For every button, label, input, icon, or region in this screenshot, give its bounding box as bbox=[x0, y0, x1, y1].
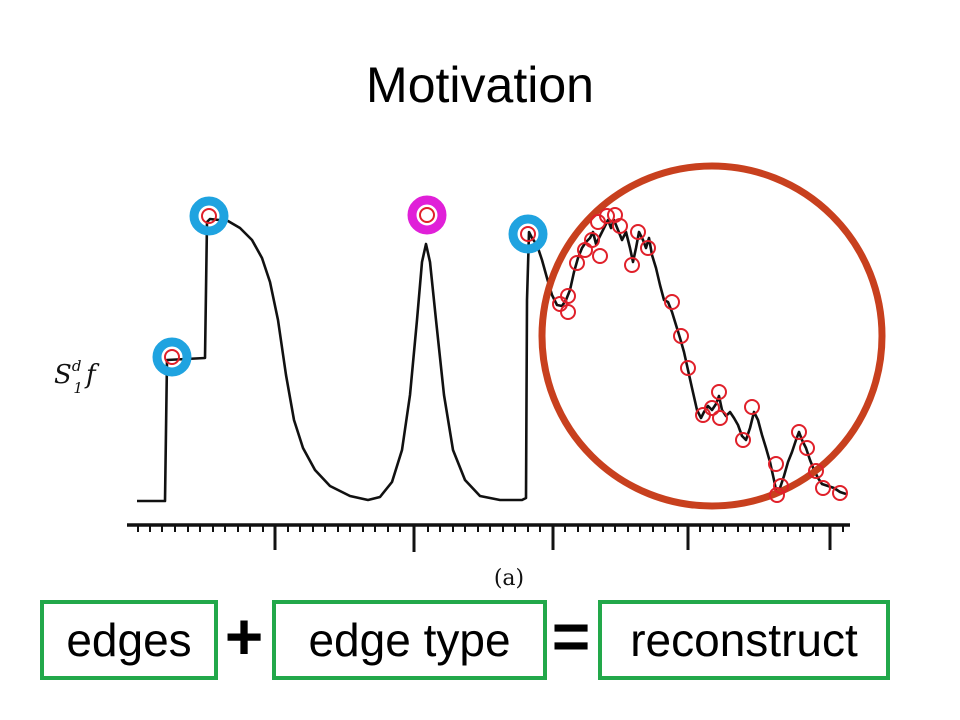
edge-marker bbox=[711, 384, 727, 400]
edge-marker bbox=[791, 424, 807, 440]
reconstruct-box: reconstruct bbox=[598, 600, 890, 680]
signal-figure: Sd 1 f (a) bbox=[54, 162, 886, 591]
edge-marker bbox=[569, 255, 585, 271]
edge-highlight-magenta bbox=[407, 195, 447, 235]
edges-box: edges bbox=[40, 600, 218, 680]
edge-marker bbox=[599, 208, 615, 224]
edge-marker bbox=[164, 349, 180, 365]
reconstruct-label: reconstruct bbox=[630, 614, 858, 666]
noise-region-circle bbox=[538, 162, 886, 510]
edge-marker bbox=[560, 304, 576, 320]
edge-marker bbox=[592, 248, 608, 264]
edge-marker bbox=[630, 224, 646, 240]
edge-marker bbox=[773, 478, 789, 494]
edge-type-box: edge type bbox=[272, 600, 547, 680]
edge-marker bbox=[560, 288, 576, 304]
plus-operator: + bbox=[224, 599, 264, 673]
edge-marker bbox=[673, 328, 689, 344]
edge-highlight-blue bbox=[508, 214, 548, 254]
edge-marker bbox=[769, 487, 785, 503]
signal-curve bbox=[137, 217, 847, 503]
edge-marker bbox=[584, 232, 600, 248]
equals-operator: = bbox=[551, 599, 591, 673]
edge-marker bbox=[712, 410, 728, 426]
edge-marker bbox=[808, 463, 824, 479]
edge-marker bbox=[520, 226, 536, 242]
edges-label: edges bbox=[66, 614, 192, 666]
edge-marker bbox=[768, 456, 784, 472]
y-axis-label: Sd 1 f bbox=[54, 357, 100, 397]
edge-highlight-blue bbox=[152, 337, 192, 377]
edge-marker bbox=[640, 240, 656, 256]
edge-marker bbox=[799, 440, 815, 456]
edge-marker bbox=[680, 360, 696, 376]
edge-marker bbox=[552, 296, 568, 312]
edge-marker bbox=[201, 208, 217, 224]
edge-marker bbox=[815, 480, 831, 496]
edge-marker bbox=[612, 218, 628, 234]
edge-marker bbox=[735, 432, 751, 448]
x-axis bbox=[127, 523, 850, 552]
edge-marker bbox=[704, 400, 720, 416]
edge-marker bbox=[664, 294, 680, 310]
edge-marker bbox=[744, 399, 760, 415]
edge-marker bbox=[832, 485, 848, 501]
edge-marker bbox=[624, 257, 640, 273]
slide-title: Motivation bbox=[366, 57, 594, 113]
edge-type-label: edge type bbox=[308, 614, 511, 666]
edge-marker bbox=[419, 207, 435, 223]
edge-highlight-blue bbox=[189, 196, 229, 236]
figure-caption: (a) bbox=[494, 566, 524, 591]
